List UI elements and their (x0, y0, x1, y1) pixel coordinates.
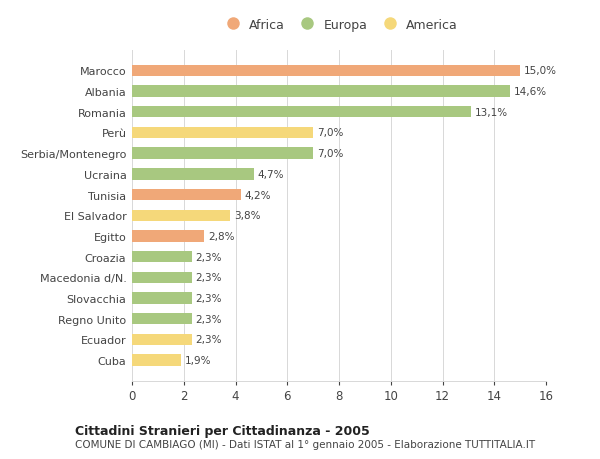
Text: 7,0%: 7,0% (317, 128, 343, 138)
Bar (132, 272, 191, 283)
Bar (132, 231, 205, 242)
Bar (132, 128, 313, 139)
Bar (132, 210, 230, 221)
Bar (132, 252, 191, 263)
Text: 1,9%: 1,9% (185, 355, 212, 365)
Bar (132, 86, 510, 97)
Text: 4,2%: 4,2% (245, 190, 271, 200)
Text: 2,3%: 2,3% (196, 252, 222, 262)
Bar (132, 148, 313, 159)
Bar (132, 190, 241, 201)
Legend: Africa, Europa, America: Africa, Europa, America (215, 14, 463, 37)
Bar (132, 355, 181, 366)
Bar (132, 169, 254, 180)
Text: 2,3%: 2,3% (196, 335, 222, 345)
Text: 7,0%: 7,0% (317, 149, 343, 159)
Text: 4,7%: 4,7% (257, 169, 284, 179)
Text: 2,3%: 2,3% (196, 314, 222, 324)
Text: COMUNE DI CAMBIAGO (MI) - Dati ISTAT al 1° gennaio 2005 - Elaborazione TUTTITALI: COMUNE DI CAMBIAGO (MI) - Dati ISTAT al … (75, 440, 535, 449)
Text: 2,8%: 2,8% (208, 231, 235, 241)
Bar (132, 293, 191, 304)
Bar (132, 66, 520, 77)
Text: 2,3%: 2,3% (196, 273, 222, 283)
Text: 2,3%: 2,3% (196, 293, 222, 303)
Bar (132, 313, 191, 325)
Text: 3,8%: 3,8% (234, 211, 261, 221)
Text: Cittadini Stranieri per Cittadinanza - 2005: Cittadini Stranieri per Cittadinanza - 2… (75, 424, 370, 437)
Bar (132, 107, 471, 118)
Bar (132, 334, 191, 345)
Text: 15,0%: 15,0% (524, 66, 557, 76)
Text: 13,1%: 13,1% (475, 107, 508, 118)
Text: 14,6%: 14,6% (514, 87, 547, 97)
